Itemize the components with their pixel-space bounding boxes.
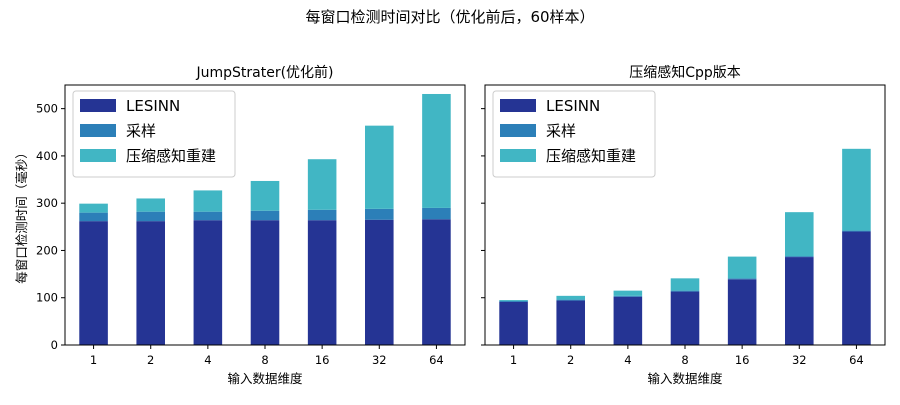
left-bar-压缩感知重建-32 [365, 125, 394, 209]
right-legend-swatch [500, 99, 536, 112]
left-bar-压缩感知重建-4 [193, 190, 223, 212]
right-legend-swatch [500, 149, 536, 162]
left-legend-swatch [80, 99, 116, 112]
left-bar-采样-2 [136, 211, 165, 222]
left-bar-LESINN-64 [422, 219, 451, 345]
left-x-axis-label: 输入数据维度 [227, 371, 303, 386]
left-bar-采样-1 [79, 212, 108, 222]
left-legend-label: 采样 [126, 122, 156, 140]
left-bar-LESINN-4 [193, 220, 223, 345]
left-bar-LESINN-16 [307, 220, 337, 345]
left-bar-压缩感知重建-16 [307, 159, 337, 210]
right-legend-label: 压缩感知重建 [546, 147, 636, 165]
right-legend-label: 采样 [546, 122, 576, 140]
right-legend-label: LESINN [546, 97, 600, 115]
right-bar-LESINN-32 [785, 257, 814, 345]
left-y-tick-label: 300 [36, 196, 58, 210]
right-bar-压缩感知重建-32 [785, 212, 814, 257]
right-bar-压缩感知重建-64 [842, 148, 871, 231]
right-bar-压缩感知重建-16 [727, 256, 757, 279]
left-bar-压缩感知重建-8 [250, 180, 280, 211]
right-bar-采样-16 [727, 278, 757, 280]
right-bar-采样-1 [499, 301, 528, 302]
right-x-tick-label: 8 [681, 353, 688, 367]
left-legend-label: LESINN [126, 97, 180, 115]
right-x-tick-label: 2 [567, 353, 574, 367]
left-x-tick-label: 1 [90, 353, 97, 367]
left-bar-采样-32 [365, 208, 394, 220]
left-bar-LESINN-2 [136, 221, 165, 345]
right-x-tick-label: 4 [624, 353, 631, 367]
left-bar-LESINN-32 [365, 219, 394, 345]
right-x-tick-label: 16 [735, 353, 750, 367]
right-bar-采样-2 [556, 299, 585, 301]
right-bar-采样-32 [785, 256, 814, 258]
right-bar-LESINN-2 [556, 300, 585, 345]
right-x-tick-label: 1 [510, 353, 517, 367]
right-x-tick-label: 64 [849, 353, 864, 367]
right-chart-title: 压缩感知Cpp版本 [629, 64, 741, 81]
right-x-axis-label: 输入数据维度 [647, 371, 723, 386]
right-bar-压缩感知重建-4 [613, 290, 643, 296]
left-chart-panel: JumpStrater(优化前) 1 2 4 8 16 32 64 0 100 200 300 400 5… [36, 64, 466, 386]
left-bar-压缩感知重建-1 [79, 203, 108, 213]
left-x-tick-label: 2 [147, 353, 154, 367]
right-bar-压缩感知重建-2 [556, 295, 585, 300]
left-bar-LESINN-8 [250, 220, 280, 345]
left-bar-采样-16 [307, 209, 337, 221]
right-bar-压缩感知重建-8 [670, 278, 700, 291]
right-legend-swatch [500, 124, 536, 137]
left-x-tick-label: 16 [315, 353, 330, 367]
right-axes-frame [484, 84, 886, 346]
left-bar-压缩感知重建-64 [422, 93, 451, 208]
left-y-tick-label: 400 [36, 149, 58, 163]
left-bar-采样-4 [193, 211, 223, 221]
left-x-tick-label: 32 [372, 353, 387, 367]
left-x-tick-label: 4 [204, 353, 211, 367]
left-y-tick-label: 500 [36, 102, 58, 116]
left-y-tick-label: 200 [36, 243, 58, 257]
left-bar-LESINN-1 [79, 221, 108, 345]
left-bar-压缩感知重建-2 [136, 198, 165, 212]
right-x-tick-label: 32 [792, 353, 807, 367]
right-bar-LESINN-4 [613, 296, 643, 345]
left-legend-swatch [80, 149, 116, 162]
left-chart-title: JumpStrater(优化前) [195, 64, 333, 81]
left-legend-label: 压缩感知重建 [126, 147, 216, 165]
right-bar-采样-8 [670, 290, 700, 292]
right-bar-LESINN-16 [727, 279, 757, 345]
left-x-tick-label: 64 [429, 353, 444, 367]
figure-title: 每窗口检测时间对比（优化前后，60样本） [305, 8, 594, 26]
left-y-tick-label: 100 [36, 291, 58, 305]
right-bar-压缩感知重建-1 [499, 300, 528, 302]
right-bar-采样-4 [613, 295, 643, 297]
left-bar-采样-64 [422, 207, 451, 220]
left-axes-frame [64, 84, 466, 346]
left-legend-swatch [80, 124, 116, 137]
right-bar-LESINN-8 [670, 291, 700, 345]
right-bar-LESINN-1 [499, 301, 528, 345]
right-bar-LESINN-64 [842, 231, 871, 345]
right-bar-采样-64 [842, 230, 871, 232]
left-x-tick-label: 8 [261, 353, 268, 367]
left-bar-采样-8 [250, 210, 280, 221]
y-axis-label: 每窗口检测时间（毫秒） [14, 146, 29, 284]
left-y-tick-label: 0 [51, 338, 58, 352]
